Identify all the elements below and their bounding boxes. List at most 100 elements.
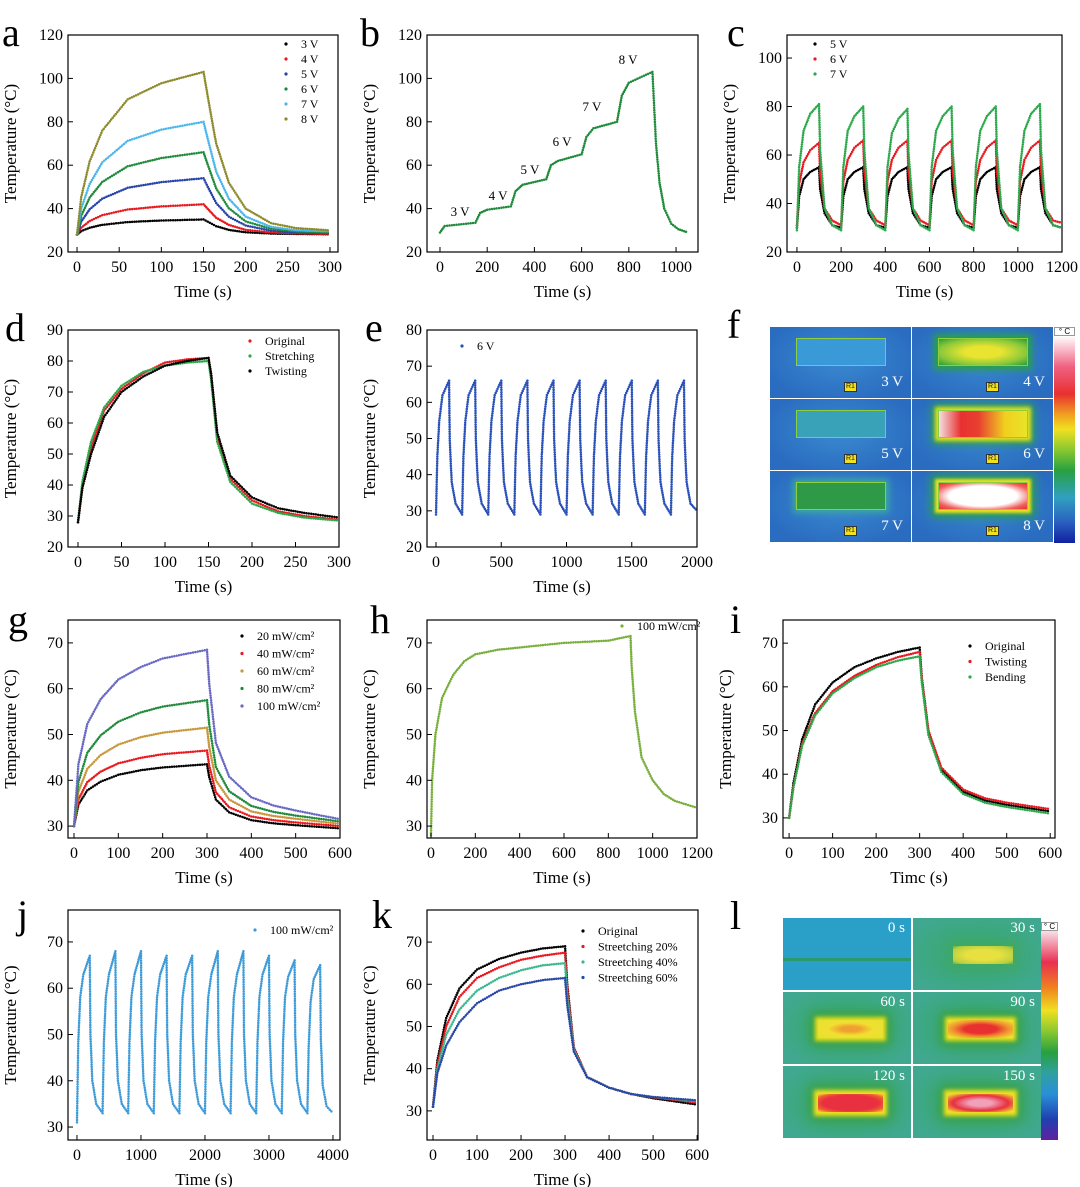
data-point (154, 767, 158, 770)
data-point (906, 109, 909, 113)
data-point (487, 466, 491, 470)
data-point (260, 227, 264, 231)
data-point (330, 515, 334, 518)
data-point (1040, 158, 1043, 161)
data-point (1042, 190, 1046, 194)
data-point (150, 368, 154, 371)
data-point (501, 450, 504, 454)
data-point (887, 159, 890, 162)
data-point (214, 137, 217, 141)
data-point (452, 493, 456, 497)
data-point (530, 489, 533, 492)
data-point (938, 121, 942, 124)
data-point (656, 411, 660, 415)
data-point (76, 226, 80, 229)
data-point (292, 228, 296, 232)
data-point (105, 777, 109, 781)
y-tick-label: 70 (47, 384, 63, 401)
data-point (897, 146, 900, 149)
data-point (207, 187, 211, 190)
data-point (108, 154, 111, 158)
legend-marker (284, 57, 288, 61)
data-point (852, 148, 855, 152)
data-point (623, 400, 626, 404)
y-tick-label: 50 (47, 446, 63, 463)
data-point (208, 363, 211, 366)
data-point (281, 819, 284, 823)
data-point (322, 823, 325, 826)
data-point (996, 165, 1000, 168)
data-point (238, 226, 241, 230)
data-point (265, 502, 269, 505)
data-point (578, 153, 581, 157)
data-point (594, 416, 598, 420)
data-point (618, 459, 622, 463)
data-point (642, 74, 646, 78)
data-point (98, 428, 101, 432)
data-point (653, 120, 657, 124)
data-point (164, 180, 168, 183)
data-point (656, 379, 660, 382)
data-point (206, 769, 210, 772)
data-point (308, 227, 312, 231)
data-point (451, 487, 455, 490)
data-point (578, 400, 582, 403)
data-point (802, 131, 805, 135)
data-point (195, 72, 199, 75)
data-point (296, 510, 299, 513)
data-point (463, 421, 467, 424)
data-point (542, 423, 545, 427)
data-point (654, 135, 657, 138)
data-point (175, 751, 178, 755)
data-point (181, 153, 184, 157)
data-point (450, 476, 453, 479)
data-point (976, 169, 980, 173)
data-point (82, 795, 85, 798)
data-point (604, 418, 608, 422)
data-point (673, 225, 677, 228)
data-point (207, 775, 211, 779)
data-point (973, 203, 976, 206)
data-point (461, 473, 465, 477)
data-point (526, 439, 530, 443)
data-point (80, 489, 84, 492)
data-point (551, 162, 554, 166)
data-point (436, 439, 440, 443)
data-point (540, 464, 543, 468)
data-point (1018, 186, 1021, 190)
data-point (527, 453, 530, 456)
data-point (126, 165, 129, 168)
data-point (513, 471, 517, 475)
data-point (907, 144, 910, 147)
data-point (209, 191, 213, 195)
data-point (653, 115, 656, 119)
data-point (110, 174, 114, 178)
data-point (648, 407, 651, 411)
data-point (502, 206, 505, 209)
data-point (795, 221, 799, 225)
data-point (130, 220, 134, 224)
data-point (952, 158, 955, 161)
data-point (148, 368, 152, 372)
data-point (840, 224, 843, 227)
data-point (930, 161, 934, 164)
data-point (539, 513, 542, 516)
data-point (1054, 219, 1057, 223)
data-point (604, 414, 608, 417)
data-point (800, 147, 803, 151)
data-point (513, 499, 516, 502)
data-point (657, 169, 660, 173)
data-point (515, 428, 519, 431)
data-point (1038, 112, 1042, 115)
data-point (621, 92, 625, 96)
data-point (449, 457, 452, 461)
data-point (143, 90, 146, 93)
data-point (932, 188, 935, 192)
data-point (580, 469, 583, 472)
data-point (852, 117, 855, 120)
data-point (81, 218, 84, 222)
data-point (244, 207, 247, 210)
data-point (295, 229, 298, 232)
data-point (437, 437, 440, 440)
data-point (210, 376, 213, 380)
